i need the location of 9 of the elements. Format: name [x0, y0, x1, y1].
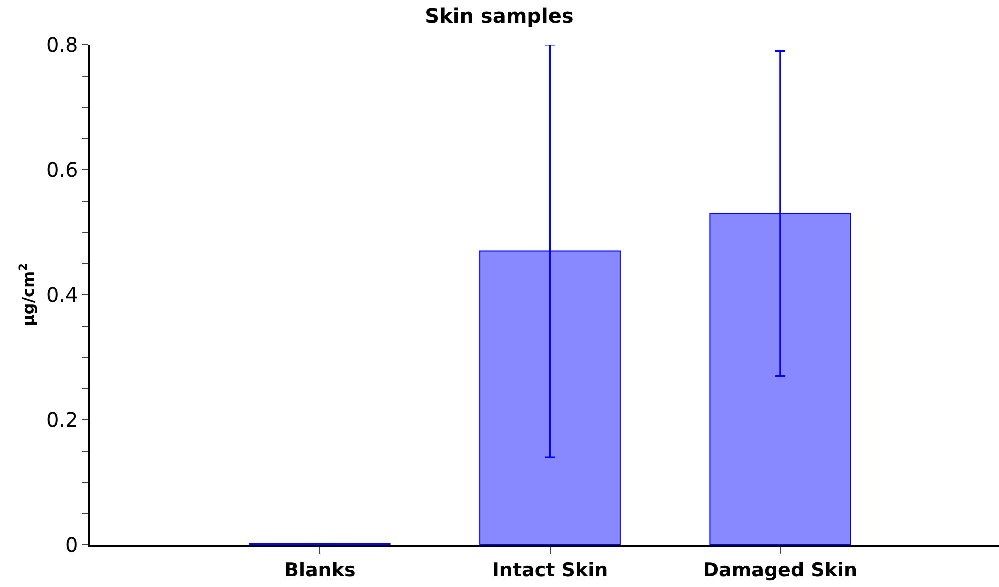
y-tick-label: 0.6	[46, 158, 78, 182]
x-tick-label: Damaged Skin	[703, 560, 858, 582]
x-tick-label: Blanks	[284, 560, 356, 582]
y-tick-label: 0.2	[46, 408, 78, 432]
y-tick-label: 0.8	[46, 33, 78, 57]
x-tick-label: Intact Skin	[492, 560, 608, 582]
y-tick-label: 0.4	[46, 283, 78, 307]
chart-title: Skin samples	[425, 4, 574, 28]
y-tick-label: 0	[66, 533, 78, 557]
